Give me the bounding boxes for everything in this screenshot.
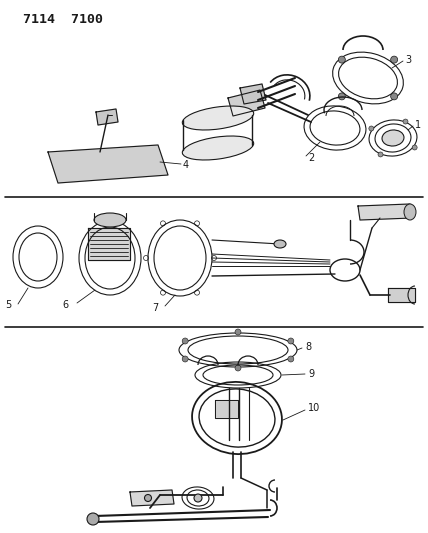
Ellipse shape [274, 240, 286, 248]
Ellipse shape [94, 213, 126, 227]
Circle shape [235, 365, 241, 371]
Polygon shape [130, 490, 174, 506]
Polygon shape [96, 109, 118, 125]
Text: 7: 7 [152, 303, 158, 313]
Text: 3: 3 [405, 55, 411, 65]
Circle shape [87, 513, 99, 525]
Circle shape [378, 152, 383, 157]
Circle shape [194, 494, 202, 502]
Polygon shape [88, 228, 130, 260]
Circle shape [391, 93, 398, 100]
Polygon shape [215, 400, 238, 418]
Circle shape [288, 356, 294, 362]
Polygon shape [240, 84, 266, 104]
Circle shape [339, 56, 345, 63]
Ellipse shape [182, 106, 254, 130]
Text: 7114  7100: 7114 7100 [23, 13, 103, 26]
Polygon shape [358, 204, 412, 220]
Circle shape [182, 338, 188, 344]
Polygon shape [228, 90, 265, 116]
Circle shape [145, 495, 152, 502]
Ellipse shape [182, 136, 254, 160]
Ellipse shape [404, 204, 416, 220]
Text: 5: 5 [5, 300, 11, 310]
Circle shape [403, 119, 408, 124]
Text: 10: 10 [308, 403, 320, 413]
Ellipse shape [382, 130, 404, 146]
Text: 4: 4 [183, 160, 189, 170]
Circle shape [235, 329, 241, 335]
Text: 2: 2 [308, 153, 314, 163]
Text: 9: 9 [308, 369, 314, 379]
Text: 6: 6 [62, 300, 68, 310]
Circle shape [288, 338, 294, 344]
Polygon shape [48, 145, 168, 183]
Text: 8: 8 [305, 342, 311, 352]
Circle shape [182, 356, 188, 362]
Circle shape [369, 126, 374, 131]
Circle shape [391, 56, 398, 63]
Circle shape [412, 145, 417, 150]
Polygon shape [388, 288, 415, 302]
Circle shape [339, 93, 345, 100]
Text: 1: 1 [415, 120, 421, 130]
